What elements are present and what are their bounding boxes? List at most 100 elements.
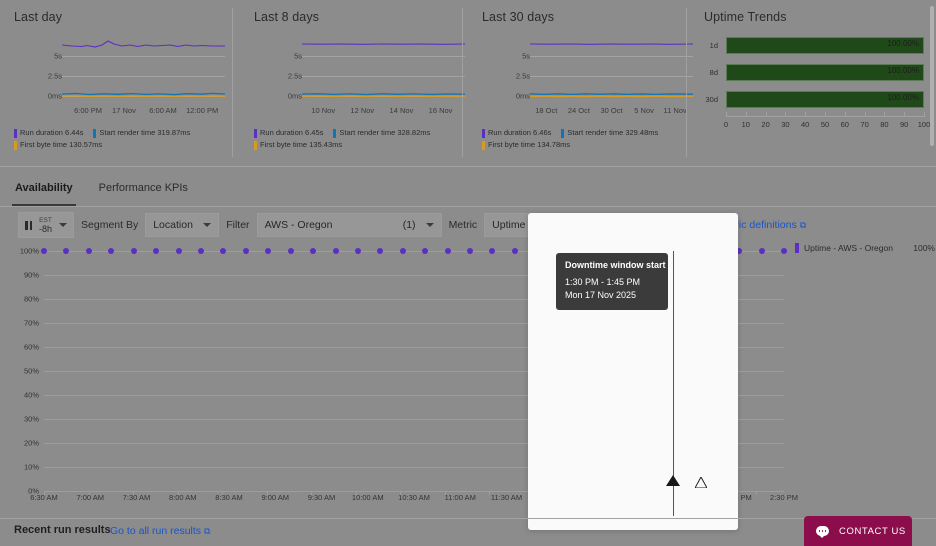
legend-swatch-icon [254,140,257,150]
bar-fill: 100.00% [726,64,924,81]
y-tick: 5s [522,51,530,61]
tab-bar: Availability Performance KPIs [12,182,191,206]
uptime-bar-row: 8d 100.00% [690,64,936,81]
legend-swatch-icon [254,128,257,138]
bar-fill: 100.00% [726,37,924,54]
legend-label: Start render time 328.82ms [339,128,431,137]
data-point[interactable] [153,248,160,254]
legend-item: First byte time 130.57ms [14,140,102,150]
data-point[interactable] [63,248,70,254]
data-point[interactable] [108,248,115,254]
y-tick: 5s [294,51,302,61]
data-point[interactable] [781,248,787,254]
data-point[interactable] [444,248,451,254]
panel-uptime-trends: Uptime Trends 1d 100.00% 8d 100.00% [690,0,936,150]
data-point[interactable] [197,248,204,254]
time-offset-label: -8h [39,224,53,234]
y-tick: 20% [23,438,39,448]
axis-tick: 70 [860,120,869,129]
axis-tick: 90 [900,120,909,129]
external-link-icon: ⧉ [799,219,807,230]
panel-last-day: Last day 5s 2.5s 0ms 6:00 PM 17 Nov 6:00… [0,0,232,165]
panel-divider [232,8,233,157]
y-tick: 90% [23,270,39,280]
legend-item: First byte time 134.78ms [482,140,570,150]
downtime-start-marker-icon[interactable] [666,475,680,486]
y-tick: 5s [54,51,62,61]
legend-swatch-icon [333,128,337,138]
filter-label: Filter [226,219,250,231]
legend-swatch-icon [93,128,97,138]
x-tick: 12 Nov [350,106,375,115]
data-point[interactable] [489,248,496,254]
availability-chart: 100% 90% 80% 70% 60% 50% 40% 30% 20% 10%… [0,243,936,513]
y-tick: 10% [23,462,39,472]
data-point[interactable] [736,248,743,254]
data-point[interactable] [130,248,137,254]
legend-label: First byte time 135.43ms [260,140,343,149]
data-point[interactable] [242,248,249,254]
data-point[interactable] [467,248,474,254]
panel-legend: Run duration 6.45s Start render time 328… [254,128,469,150]
axis-tick: 60 [840,120,849,129]
legend-label: Run duration 6.46s [488,128,552,137]
y-tick: 2.5s [47,71,62,81]
legend-swatch-icon [561,128,565,138]
bar-value: 100.00% [887,39,919,48]
metric-value: Uptime [492,219,526,231]
panel-last-30-days: Last 30 days 5s 2.5s 0ms 18 Oct 24 Oct 3… [468,0,693,165]
contact-us-label: CONTACT US [839,525,906,537]
y-tick: 40% [23,390,39,400]
data-point[interactable] [758,248,765,254]
panel-title: Uptime Trends [704,10,787,24]
legend-swatch-icon [482,140,485,150]
x-axis-labels: 6:00 PM 17 Nov 6:00 AM 12:00 PM [62,106,225,118]
sparkline-plot: 5s 2.5s 0ms 6:00 PM 17 Nov 6:00 AM 12:00… [40,32,225,115]
panel-last-8-days: Last 8 days 5s 2.5s 0ms 10 Nov 12 Nov 14… [240,0,465,165]
data-point[interactable] [287,248,294,254]
data-point[interactable] [354,248,361,254]
pause-icon [25,220,32,230]
data-point[interactable] [511,248,518,254]
tab-performance-kpis[interactable]: Performance KPIs [98,182,188,194]
legend-item: Start render time 328.82ms [333,128,430,138]
filter-count: (1) [402,219,416,231]
legend-label: Run duration 6.44s [20,128,84,137]
panel-title: Last 30 days [482,10,555,24]
y-tick: 0ms [515,91,530,101]
panel-divider [462,8,463,157]
x-tick: 24 Oct [567,106,590,115]
x-tick: 11 Nov [663,106,687,115]
downtime-end-marker-icon[interactable] [695,477,707,488]
data-point[interactable] [399,248,406,254]
filter-select[interactable]: AWS - Oregon (1) [256,213,442,237]
data-point[interactable] [220,248,227,254]
axis-tick: 40 [801,120,810,129]
legend-swatch-icon [795,243,799,253]
tab-underline-divider [0,206,936,207]
legend-swatch-icon [14,128,17,138]
tooltip-title: Downtime window start [565,260,666,270]
contact-us-button[interactable]: CONTACT US [804,516,912,546]
tab-availability[interactable]: Availability [12,182,76,206]
time-range-button[interactable]: EST -8h [18,212,75,238]
data-point[interactable] [422,248,429,254]
data-point[interactable] [175,248,182,254]
data-point[interactable] [332,248,339,254]
data-point[interactable] [85,248,92,254]
bar-label: 30d [705,95,718,104]
x-axis-labels: 10 Nov 12 Nov 14 Nov 16 Nov [302,106,465,118]
go-to-all-run-results-link[interactable]: Go to all run results ⧉ [110,525,210,537]
data-point[interactable] [265,248,272,254]
panel-title: Last day [14,10,63,24]
panel-scrollbar[interactable] [930,6,934,146]
data-point[interactable] [377,248,384,254]
timezone-display: EST -8h [39,217,53,234]
axis-tick: 0 [723,120,729,129]
data-point[interactable] [41,248,47,254]
chevron-down-icon [203,223,212,227]
x-tick: 7:30 AM [122,493,151,502]
bar-value: 100.00% [887,66,919,75]
data-point[interactable] [310,248,317,254]
segment-by-select[interactable]: Location [145,213,220,237]
